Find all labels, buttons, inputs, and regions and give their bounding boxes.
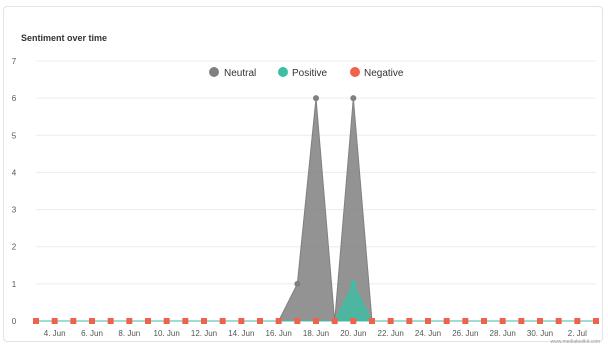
x-tick-label: 24. Jun [415,329,441,338]
point-neutral[interactable] [294,280,301,287]
legend[interactable]: Neutral Positive Negative [209,67,404,79]
series-layer [33,95,599,324]
point-negative[interactable] [499,318,506,324]
chart-title: Sentiment over time [21,33,108,43]
point-negative[interactable] [275,318,282,324]
point-negative[interactable] [331,318,338,324]
point-negative[interactable] [257,318,263,324]
x-tick-label: 22. Jun [378,329,404,338]
x-tick-label: 6. Jun [81,329,103,338]
point-negative[interactable] [182,318,189,324]
x-tick-label: 20. Jun [340,329,366,338]
y-tick-label: 3 [12,206,17,215]
point-negative[interactable] [369,318,375,324]
legend-item-neutral[interactable]: Neutral [209,67,256,79]
point-negative[interactable] [443,318,450,324]
point-negative[interactable] [555,318,562,324]
point-negative[interactable] [313,318,319,324]
legend-label-negative: Negative [364,68,404,79]
legend-label-neutral: Neutral [224,68,256,79]
point-negative[interactable] [294,318,301,324]
point-negative[interactable] [387,318,394,324]
x-tick-label: 8. Jun [118,329,140,338]
point-negative[interactable] [51,318,58,324]
point-negative[interactable] [163,318,170,324]
point-negative[interactable] [574,318,581,324]
point-neutral[interactable] [350,95,357,102]
legend-item-positive[interactable]: Positive [278,67,327,79]
y-tick-label: 4 [12,168,17,177]
point-negative[interactable] [107,318,114,324]
x-tick-label: 28. Jun [490,329,516,338]
point-neutral[interactable] [313,95,319,102]
y-tick-label: 5 [12,131,17,140]
legend-marker-neutral [209,67,219,77]
point-negative[interactable] [89,318,95,324]
y-tick-label: 7 [12,57,17,66]
point-negative[interactable] [201,318,207,324]
point-negative[interactable] [70,318,77,324]
point-negative[interactable] [481,318,487,324]
point-negative[interactable] [537,318,543,324]
chart-credit: www.mediatoolkit.com [551,339,600,345]
point-negative[interactable] [238,318,245,324]
x-tick-label: 12. Jun [191,329,217,338]
x-tick-label: 10. Jun [154,329,180,338]
legend-marker-positive [278,67,288,77]
x-tick-label: 4. Jun [44,329,66,338]
x-tick-label: 18. Jun [303,329,329,338]
x-tick-label: 16. Jun [266,329,292,338]
point-negative[interactable] [406,318,413,324]
point-negative[interactable] [33,318,39,324]
point-positive[interactable] [350,280,357,287]
legend-item-negative[interactable]: Negative [350,67,404,79]
x-tick-label: 14. Jun [228,329,254,338]
point-negative[interactable] [126,318,133,324]
x-tick-label: 26. Jun [452,329,478,338]
point-negative[interactable] [350,318,357,324]
y-tick-label: 0 [12,317,17,326]
point-negative[interactable] [145,318,151,324]
x-tick-label: 30. Jun [527,329,553,338]
y-tick-label: 6 [12,94,17,103]
y-tick-label: 1 [12,280,17,289]
point-negative[interactable] [462,318,469,324]
point-negative[interactable] [425,318,431,324]
y-tick-label: 2 [12,243,17,252]
point-negative[interactable] [518,318,525,324]
area-positive [36,282,596,322]
x-axis: 4. Jun 6. Jun 8. Jun 10. Jun 12. Jun 14. Jun 1… [44,329,587,338]
point-negative[interactable] [593,318,599,324]
x-tick-label: 2. Jul [568,329,587,338]
y-axis: 0 1 2 3 4 5 6 7 [12,57,17,326]
point-negative[interactable] [219,318,226,324]
legend-marker-negative [350,67,360,77]
legend-label-positive: Positive [292,68,327,79]
